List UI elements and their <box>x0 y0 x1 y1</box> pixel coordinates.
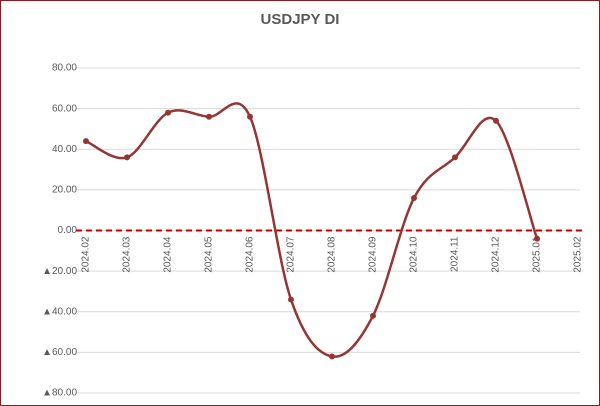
y-tick-label: 0.00 <box>58 225 78 236</box>
x-tick-label: 2024.05 <box>204 236 215 273</box>
point <box>83 138 89 145</box>
y-tick-label: 60.00 <box>52 103 77 114</box>
point <box>206 113 212 120</box>
point <box>124 154 130 161</box>
y-tick-label: 40.00 <box>52 144 77 155</box>
x-tick-label: 2024.04 <box>163 236 174 273</box>
x-tick-label: 2024.02 <box>81 236 92 273</box>
x-tick-label: 2025.01 <box>532 236 543 273</box>
point <box>165 109 171 116</box>
point <box>534 235 540 242</box>
x-tick-label: 2025.02 <box>573 236 584 273</box>
y-tick-label: 80.00 <box>52 63 77 74</box>
y-tick-label: ▲20.00 <box>42 266 77 277</box>
x-tick-label: 2024.06 <box>245 236 256 273</box>
y-tick-label: ▲40.00 <box>42 306 77 317</box>
x-tick-label: 2024.11 <box>450 236 461 272</box>
y-tick-label: ▲60.00 <box>42 347 77 358</box>
point <box>329 353 335 360</box>
x-tick-label: 2024.12 <box>491 236 502 273</box>
point <box>411 195 417 201</box>
point <box>247 113 253 120</box>
y-tick-label: 20.00 <box>52 185 77 196</box>
y-tick-label: ▲80.00 <box>42 388 77 399</box>
point <box>452 154 458 161</box>
x-tick-label: 2024.10 <box>409 236 420 273</box>
x-tick-label: 2024.08 <box>327 236 338 273</box>
x-tick-label: 2024.09 <box>368 236 379 273</box>
x-tick-label: 2024.03 <box>122 236 133 273</box>
x-tick-label: 2024.07 <box>286 236 297 273</box>
chart-title: USDJPY DI <box>261 11 340 28</box>
point <box>370 312 376 319</box>
point <box>493 117 499 124</box>
point <box>288 296 294 303</box>
